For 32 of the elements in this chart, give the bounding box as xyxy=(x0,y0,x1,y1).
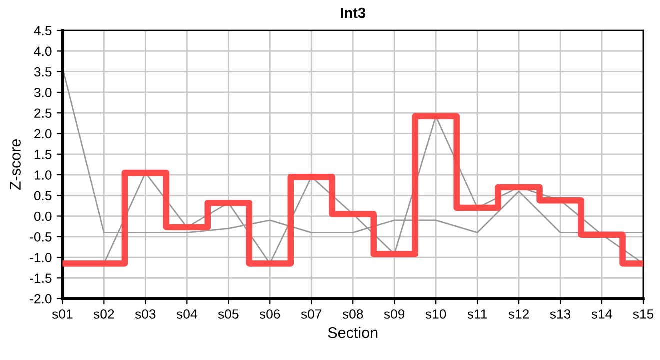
y-tick-label: 0.0 xyxy=(34,212,52,222)
y-tick-label: 2.5 xyxy=(34,108,52,118)
x-tick-label: s08 xyxy=(342,310,364,319)
y-axis-title: Z-score xyxy=(10,139,21,190)
y-tick-label: 1.5 xyxy=(34,150,52,160)
x-axis-title: Section xyxy=(328,327,378,338)
y-tick-label: -2.0 xyxy=(30,294,52,304)
x-tick-label: s12 xyxy=(508,310,530,319)
y-tick-label: -0.5 xyxy=(30,232,52,242)
chart-title: Int3 xyxy=(341,8,366,18)
y-tick-label: 3.5 xyxy=(34,67,52,77)
x-tick-label: s01 xyxy=(52,310,73,319)
y-tick-label: 0.5 xyxy=(34,191,52,201)
y-tick-label: -1.0 xyxy=(30,253,52,262)
x-tick-label: s09 xyxy=(384,310,405,319)
x-tick-label: s14 xyxy=(592,310,612,319)
x-tick-label: s07 xyxy=(301,310,322,319)
y-tick-label: 4.5 xyxy=(34,26,52,36)
y-tick-label: -1.5 xyxy=(30,274,52,284)
x-tick-label: s10 xyxy=(426,310,446,319)
x-tick-label: s04 xyxy=(176,310,198,319)
x-tick-label: s05 xyxy=(218,310,239,319)
x-tick-label: s03 xyxy=(135,310,156,319)
x-tick-label: s02 xyxy=(94,310,114,319)
y-tick-label: 1.0 xyxy=(34,170,52,180)
x-tick-label: s06 xyxy=(260,310,280,319)
x-tick-label: s15 xyxy=(633,310,654,319)
y-tick-label: 3.0 xyxy=(34,88,52,98)
x-tick-label: s13 xyxy=(550,310,571,319)
y-tick-label: 2.0 xyxy=(34,129,52,139)
x-tick-label: s11 xyxy=(468,310,488,319)
y-tick-label: 4.0 xyxy=(34,46,52,56)
